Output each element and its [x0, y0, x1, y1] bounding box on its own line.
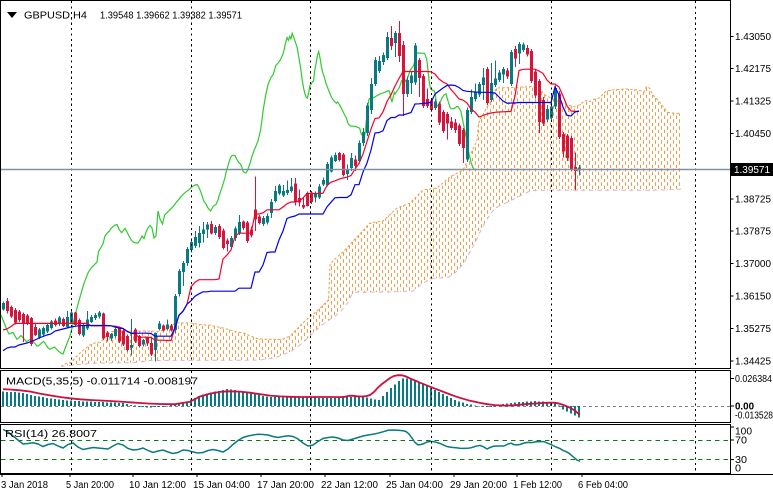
svg-text:15 Jan 04:00: 15 Jan 04:00 [193, 480, 250, 491]
svg-text:3 Jan 2018: 3 Jan 2018 [1, 480, 48, 491]
svg-text:1.36150: 1.36150 [735, 292, 771, 303]
svg-text:10 Jan 12:00: 10 Jan 12:00 [129, 480, 186, 491]
svg-text:0.00: 0.00 [735, 402, 754, 413]
svg-text:17 Jan 20:00: 17 Jan 20:00 [257, 480, 314, 491]
svg-text:70: 70 [735, 436, 747, 447]
svg-text:1.39548 1.39662 1.39382 1.3957: 1.39548 1.39662 1.39382 1.39571 [100, 10, 242, 22]
svg-text:1.42175: 1.42175 [735, 64, 771, 75]
svg-text:1.37000: 1.37000 [735, 259, 771, 270]
svg-text:1.39571: 1.39571 [734, 165, 770, 176]
svg-text:0.026384: 0.026384 [735, 374, 772, 385]
svg-text:6 Feb 04:00: 6 Feb 04:00 [578, 480, 628, 491]
svg-text:22 Jan 12:00: 22 Jan 12:00 [321, 480, 378, 491]
svg-text:1.35275: 1.35275 [735, 324, 771, 335]
svg-text:100: 100 [735, 427, 752, 438]
svg-text:0: 0 [735, 464, 741, 475]
svg-text:MACD(5,35,5) -0.011714 -0.0081: MACD(5,35,5) -0.011714 -0.008197 [6, 377, 199, 388]
svg-text:1.43050: 1.43050 [735, 32, 771, 43]
svg-text:-0.013528: -0.013528 [735, 411, 773, 422]
svg-text:1.34425: 1.34425 [735, 357, 771, 368]
svg-text:30: 30 [735, 455, 747, 466]
svg-text:1.40450: 1.40450 [735, 129, 771, 140]
svg-text:GBPUSD,H4: GBPUSD,H4 [24, 10, 87, 22]
svg-text:5 Jan 20:00: 5 Jan 20:00 [66, 480, 114, 491]
svg-text:29 Jan 20:00: 29 Jan 20:00 [450, 480, 507, 491]
svg-text:1.38725: 1.38725 [735, 195, 771, 206]
svg-text:1.41325: 1.41325 [735, 97, 771, 108]
svg-text:1.37875: 1.37875 [735, 227, 771, 238]
svg-text:RSI(14) 26.8007: RSI(14) 26.8007 [5, 429, 98, 440]
svg-text:1 Feb 12:00: 1 Feb 12:00 [513, 480, 562, 491]
svg-text:25 Jan 04:00: 25 Jan 04:00 [386, 480, 443, 491]
